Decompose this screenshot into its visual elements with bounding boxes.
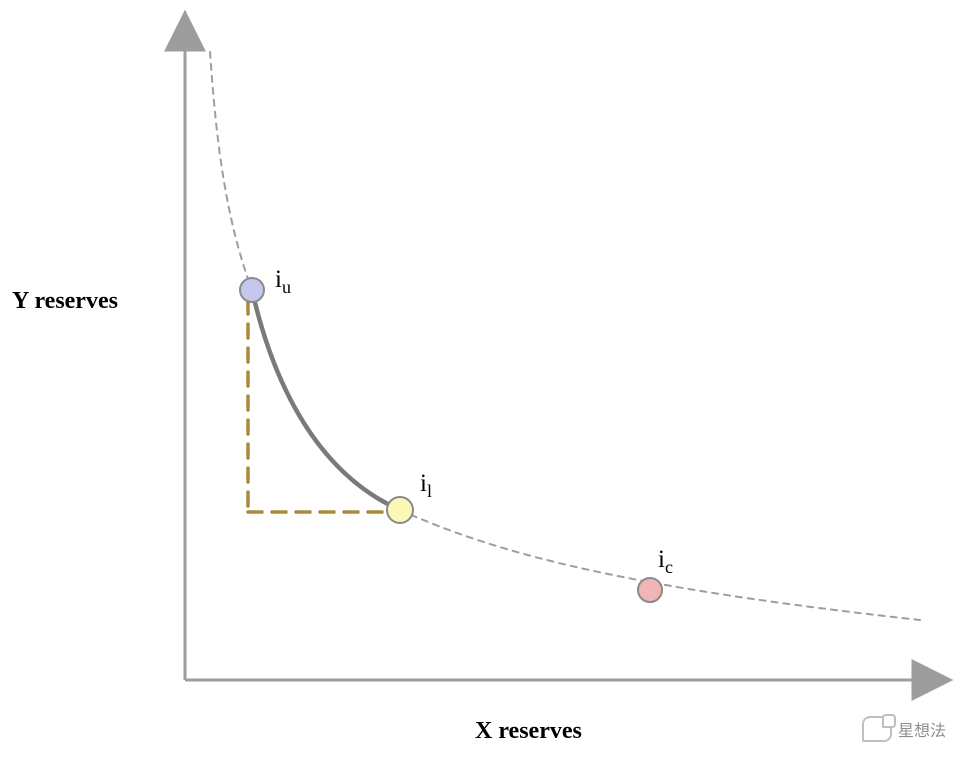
reserve-curve-chart: X reserves Y reserves iu il ic 星想法 — [0, 0, 960, 774]
x-axis-label: X reserves — [475, 718, 582, 745]
y-axis-label: Y reserves — [12, 288, 118, 315]
point-label-iu: iu — [275, 266, 291, 298]
watermark: 星想法 — [862, 716, 946, 742]
point-il — [387, 497, 413, 523]
curve-solid-segment — [252, 290, 400, 510]
point-ic — [638, 578, 662, 602]
wechat-icon — [862, 716, 892, 742]
watermark-text: 星想法 — [898, 717, 946, 741]
point-label-il: il — [420, 470, 432, 502]
chart-svg — [0, 0, 960, 774]
point-iu — [240, 278, 264, 302]
point-label-ic: ic — [658, 546, 673, 578]
curve-upper-dashed — [210, 52, 252, 290]
